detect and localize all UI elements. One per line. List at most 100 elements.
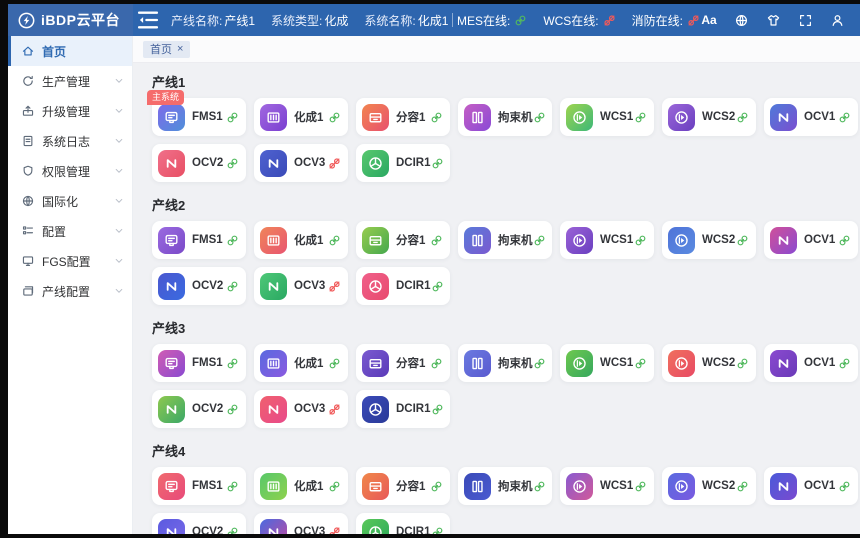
link-broken-icon[interactable]: [328, 157, 341, 170]
link-broken-icon[interactable]: [328, 280, 341, 293]
link-icon[interactable]: [736, 111, 749, 124]
link-broken-icon[interactable]: [328, 526, 341, 534]
app-card-dcir[interactable]: DCIR1: [356, 513, 450, 534]
sidebar-item-home[interactable]: 首页: [8, 36, 132, 66]
app-card-fms[interactable]: FMS1: [152, 221, 246, 259]
link-icon[interactable]: [431, 403, 444, 416]
link-icon[interactable]: [838, 234, 851, 247]
app-card-wcs[interactable]: WCS2: [662, 467, 756, 505]
app-card-formation[interactable]: 化成1: [254, 221, 348, 259]
app-card-formation[interactable]: 化成1: [254, 98, 348, 136]
link-icon[interactable]: [328, 234, 341, 247]
app-card-wcs[interactable]: WCS2: [662, 344, 756, 382]
app-card-ocv[interactable]: OCV3: [254, 267, 348, 305]
user-icon[interactable]: [828, 11, 846, 29]
link-icon[interactable]: [431, 526, 444, 534]
link-icon[interactable]: [634, 111, 647, 124]
sidebar-item-upgrade[interactable]: 升级管理: [8, 96, 132, 126]
app-card-fms[interactable]: FMS1: [152, 344, 246, 382]
app-card-capacity[interactable]: 分容1: [356, 344, 450, 382]
sidebar-item-fgs[interactable]: FGS配置: [8, 246, 132, 276]
link-icon[interactable]: [634, 357, 647, 370]
link-icon[interactable]: [533, 480, 546, 493]
app-card-wcs[interactable]: WCS1: [560, 467, 654, 505]
link-icon[interactable]: [430, 234, 443, 247]
app-card-capacity[interactable]: 分容1: [356, 98, 450, 136]
tab-close-icon[interactable]: ×: [177, 42, 184, 55]
app-card-capacity[interactable]: 分容1: [356, 467, 450, 505]
fullscreen-icon[interactable]: [796, 11, 814, 29]
link-icon[interactable]: [328, 111, 341, 124]
app-card-dcir[interactable]: DCIR1: [356, 144, 450, 182]
link-icon[interactable]: [226, 480, 239, 493]
app-card-fms[interactable]: 主系统 FMS1: [147, 90, 246, 136]
sidebar-item-production[interactable]: 生产管理: [8, 66, 132, 96]
link-icon[interactable]: [533, 234, 546, 247]
app-card-restraint[interactable]: 拘束机: [458, 344, 552, 382]
app-card-dcir[interactable]: DCIR1: [356, 267, 450, 305]
theme-shirt-icon[interactable]: [764, 11, 782, 29]
app-card-wcs[interactable]: WCS1: [560, 221, 654, 259]
app-card-wcs[interactable]: WCS1: [560, 98, 654, 136]
app-card-capacity[interactable]: 分容1: [356, 221, 450, 259]
link-icon[interactable]: [736, 357, 749, 370]
link-icon[interactable]: [533, 111, 546, 124]
app-card-ocv[interactable]: OCV1: [764, 98, 858, 136]
app-card-ocv[interactable]: OCV3: [254, 390, 348, 428]
app-card-ocv[interactable]: OCV3: [254, 513, 348, 534]
app-card-restraint[interactable]: 拘束机: [458, 98, 552, 136]
link-icon[interactable]: [838, 111, 851, 124]
link-icon[interactable]: [430, 480, 443, 493]
link-icon[interactable]: [736, 480, 749, 493]
link-icon[interactable]: [838, 357, 851, 370]
sidebar-item-config[interactable]: 配置: [8, 216, 132, 246]
link-icon[interactable]: [226, 403, 239, 416]
link-icon[interactable]: [226, 111, 239, 124]
link-icon[interactable]: [226, 357, 239, 370]
link-icon[interactable]: [634, 480, 647, 493]
language-globe-icon[interactable]: [732, 11, 750, 29]
sidebar-item-permission[interactable]: 权限管理: [8, 156, 132, 186]
app-card-restraint[interactable]: 拘束机: [458, 467, 552, 505]
app-card-formation[interactable]: 化成1: [254, 344, 348, 382]
app-card-wcs[interactable]: WCS2: [662, 221, 756, 259]
app-card-ocv[interactable]: OCV2: [152, 144, 246, 182]
app-card-ocv[interactable]: OCV3: [254, 144, 348, 182]
sidebar-item-globe[interactable]: 国际化: [8, 186, 132, 216]
link-icon[interactable]: [431, 280, 444, 293]
link-icon[interactable]: [226, 157, 239, 170]
sidebar-item-log[interactable]: 系统日志: [8, 126, 132, 156]
link-icon[interactable]: [226, 280, 239, 293]
tab-home[interactable]: 首页 ×: [143, 40, 191, 58]
link-icon[interactable]: [838, 480, 851, 493]
sidebar-item-line-config[interactable]: 产线配置: [8, 276, 132, 306]
link-icon[interactable]: [328, 480, 341, 493]
app-card-formation[interactable]: 化成1: [254, 467, 348, 505]
app-card-dcir[interactable]: DCIR1: [356, 390, 450, 428]
status-online: MES在线:: [457, 12, 527, 29]
app-card-ocv[interactable]: OCV2: [152, 267, 246, 305]
link-icon[interactable]: [430, 111, 443, 124]
link-icon[interactable]: [328, 357, 341, 370]
font-size-icon[interactable]: Aa: [701, 13, 717, 27]
app-card-ocv[interactable]: OCV1: [764, 221, 858, 259]
app-card-wcs[interactable]: WCS1: [560, 344, 654, 382]
link-icon[interactable]: [430, 357, 443, 370]
link-icon[interactable]: [634, 234, 647, 247]
app-card-ocv[interactable]: OCV1: [764, 467, 858, 505]
app-card-restraint[interactable]: 拘束机: [458, 221, 552, 259]
ocv-icon: [260, 518, 287, 534]
app-card-ocv[interactable]: OCV1: [764, 344, 858, 382]
sidebar-collapse-icon[interactable]: [135, 4, 161, 36]
link-icon[interactable]: [736, 234, 749, 247]
link-icon[interactable]: [533, 357, 546, 370]
link-icon[interactable]: [226, 234, 239, 247]
link-icon[interactable]: [431, 157, 444, 170]
app-card-ocv[interactable]: OCV2: [152, 390, 246, 428]
link-icon[interactable]: [226, 526, 239, 534]
card-label: OCV1: [804, 480, 836, 492]
app-card-fms[interactable]: FMS1: [152, 467, 246, 505]
app-card-wcs[interactable]: WCS2: [662, 98, 756, 136]
app-card-ocv[interactable]: OCV2: [152, 513, 246, 534]
link-broken-icon[interactable]: [328, 403, 341, 416]
